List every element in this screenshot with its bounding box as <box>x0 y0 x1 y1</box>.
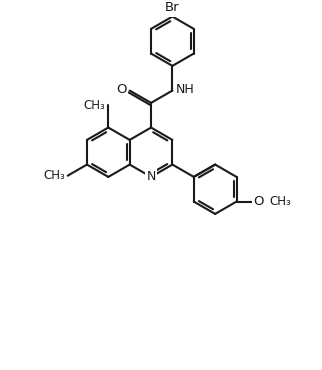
Text: CH₃: CH₃ <box>84 99 106 112</box>
Text: CH₃: CH₃ <box>269 195 291 208</box>
Text: N: N <box>147 171 156 184</box>
Text: O: O <box>253 195 264 208</box>
Text: O: O <box>116 83 127 96</box>
Text: Br: Br <box>165 1 180 14</box>
Text: NH: NH <box>175 83 194 96</box>
Text: CH₃: CH₃ <box>43 169 65 182</box>
